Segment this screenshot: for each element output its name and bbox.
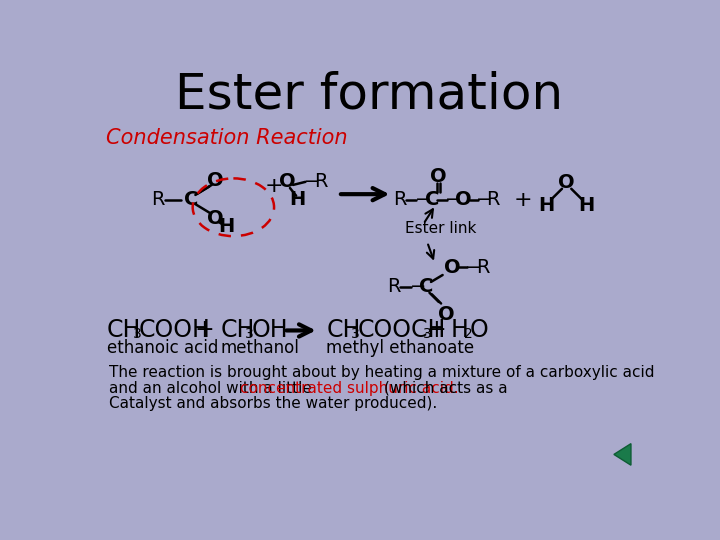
Text: R: R bbox=[476, 258, 490, 277]
Text: CH: CH bbox=[326, 319, 361, 342]
Text: H: H bbox=[218, 217, 235, 236]
Text: O: O bbox=[444, 258, 460, 277]
Text: 2: 2 bbox=[464, 327, 472, 341]
Text: −: − bbox=[465, 258, 482, 277]
Text: O: O bbox=[469, 319, 488, 342]
Text: O: O bbox=[431, 167, 447, 186]
Text: O: O bbox=[207, 210, 224, 228]
Text: H: H bbox=[451, 319, 468, 342]
Text: O: O bbox=[207, 171, 224, 190]
Text: (which acts as a: (which acts as a bbox=[384, 381, 508, 396]
Text: R: R bbox=[387, 277, 400, 296]
Text: H: H bbox=[289, 190, 306, 209]
Text: −: − bbox=[475, 190, 492, 209]
Text: ethanoic acid: ethanoic acid bbox=[107, 339, 218, 357]
Text: O: O bbox=[558, 173, 575, 192]
Text: H: H bbox=[539, 196, 554, 215]
Text: H: H bbox=[579, 196, 595, 215]
Text: OH: OH bbox=[251, 319, 288, 342]
Text: Catalyst and absorbs the water produced).: Catalyst and absorbs the water produced)… bbox=[109, 396, 438, 411]
Text: +: + bbox=[264, 177, 283, 197]
Text: 3: 3 bbox=[351, 327, 360, 341]
Text: R: R bbox=[314, 172, 328, 191]
Text: O: O bbox=[438, 305, 455, 324]
Text: −: − bbox=[444, 190, 461, 209]
Text: Ester link: Ester link bbox=[405, 221, 476, 237]
Text: +: + bbox=[513, 190, 532, 210]
Text: −: − bbox=[410, 277, 427, 296]
Text: R: R bbox=[486, 190, 500, 209]
Text: CH: CH bbox=[220, 319, 255, 342]
Text: 3: 3 bbox=[245, 327, 253, 341]
Text: −: − bbox=[415, 190, 431, 209]
Text: −: − bbox=[303, 172, 320, 191]
Text: and an alcohol with a little: and an alcohol with a little bbox=[109, 381, 317, 396]
Text: C: C bbox=[419, 277, 433, 296]
Text: C: C bbox=[426, 190, 440, 209]
Text: methyl ethanoate: methyl ethanoate bbox=[326, 339, 474, 357]
Text: O: O bbox=[279, 172, 295, 191]
Polygon shape bbox=[614, 444, 631, 465]
Text: methanol: methanol bbox=[220, 339, 299, 357]
Text: R: R bbox=[151, 190, 165, 209]
Text: 3: 3 bbox=[132, 327, 141, 341]
Text: Ester formation: Ester formation bbox=[175, 70, 563, 118]
Text: C: C bbox=[184, 190, 198, 209]
Text: COOCH: COOCH bbox=[357, 319, 446, 342]
Text: +: + bbox=[195, 319, 215, 342]
Text: Condensation Reaction: Condensation Reaction bbox=[106, 128, 347, 148]
Text: R: R bbox=[393, 190, 407, 209]
Text: O: O bbox=[455, 190, 472, 209]
Text: 3: 3 bbox=[423, 327, 432, 341]
Text: COOH: COOH bbox=[139, 319, 211, 342]
Text: concentrated sulphuric acid.: concentrated sulphuric acid. bbox=[240, 381, 464, 396]
Text: +: + bbox=[426, 319, 446, 342]
Text: CH: CH bbox=[107, 319, 141, 342]
Text: The reaction is brought about by heating a mixture of a carboxylic acid: The reaction is brought about by heating… bbox=[109, 365, 655, 380]
